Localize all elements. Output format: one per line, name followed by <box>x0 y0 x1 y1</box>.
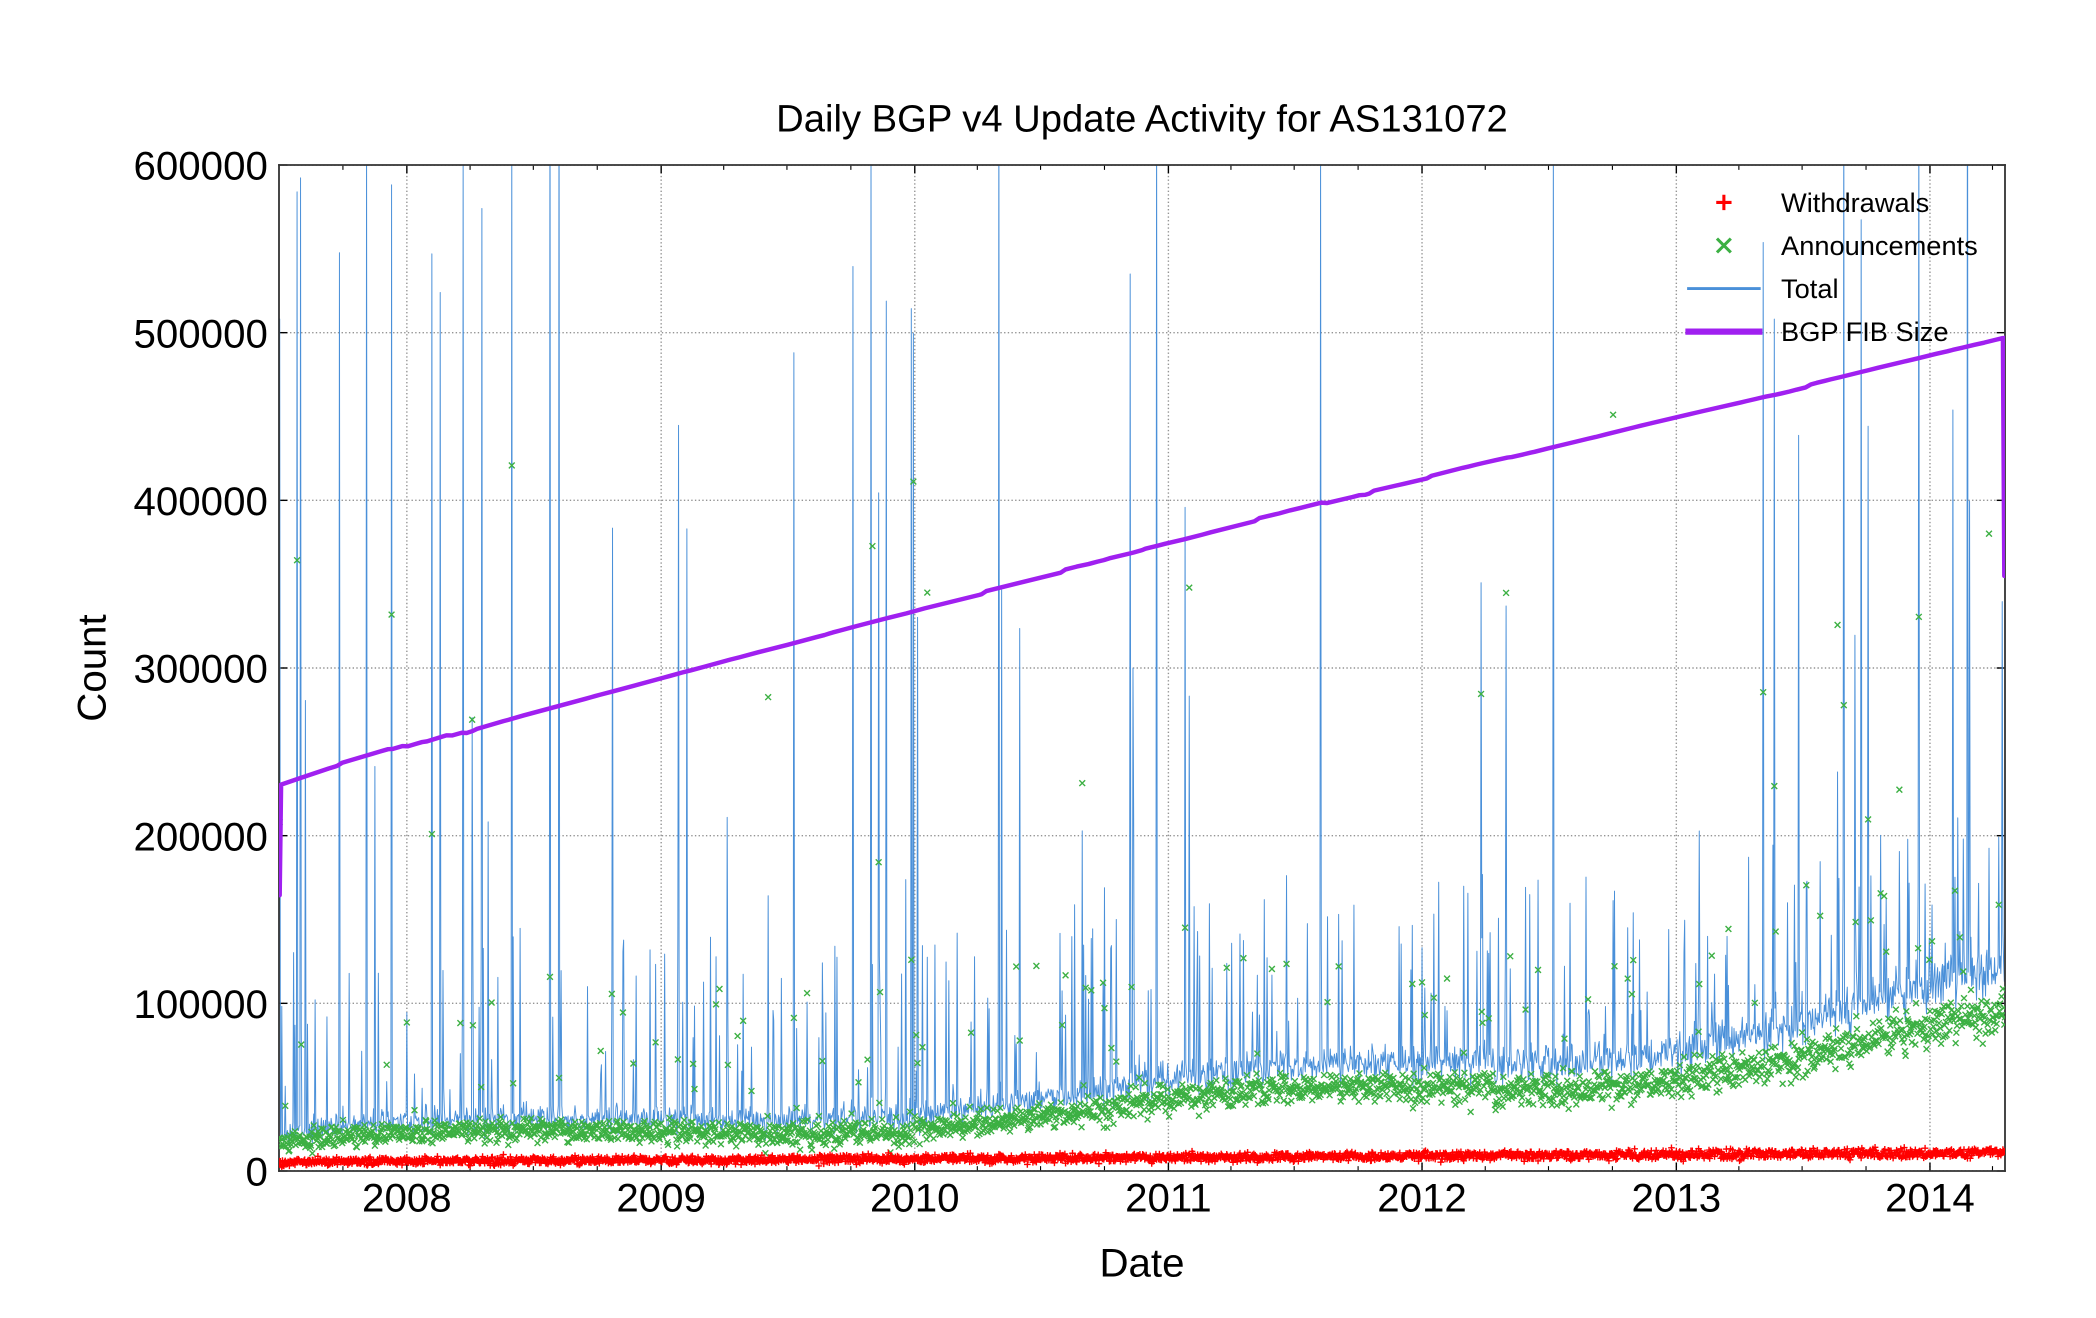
svg-text:Withdrawals: Withdrawals <box>1781 187 1929 218</box>
svg-text:600000: 600000 <box>134 144 268 189</box>
svg-text:2011: 2011 <box>1125 1175 1212 1220</box>
svg-text:200000: 200000 <box>134 814 268 859</box>
svg-text:500000: 500000 <box>134 311 268 356</box>
svg-text:2013: 2013 <box>1632 1175 1722 1220</box>
svg-text:2008: 2008 <box>362 1175 452 1220</box>
svg-text:Announcements: Announcements <box>1781 230 1978 261</box>
svg-text:2009: 2009 <box>616 1175 706 1220</box>
svg-text:BGP FIB Size: BGP FIB Size <box>1781 316 1948 347</box>
svg-text:2012: 2012 <box>1377 1175 1467 1220</box>
svg-text:2010: 2010 <box>870 1175 960 1220</box>
svg-text:Count: Count <box>70 614 115 721</box>
svg-text:100000: 100000 <box>134 982 268 1027</box>
svg-text:2014: 2014 <box>1885 1175 1975 1220</box>
svg-text:400000: 400000 <box>134 479 268 524</box>
svg-text:Total: Total <box>1781 273 1839 304</box>
svg-text:0: 0 <box>245 1150 267 1195</box>
svg-text:300000: 300000 <box>134 647 268 692</box>
svg-text:Date: Date <box>1099 1241 1184 1286</box>
svg-text:Daily BGP v4 Update Activity f: Daily BGP v4 Update Activity for AS13107… <box>776 98 1508 141</box>
